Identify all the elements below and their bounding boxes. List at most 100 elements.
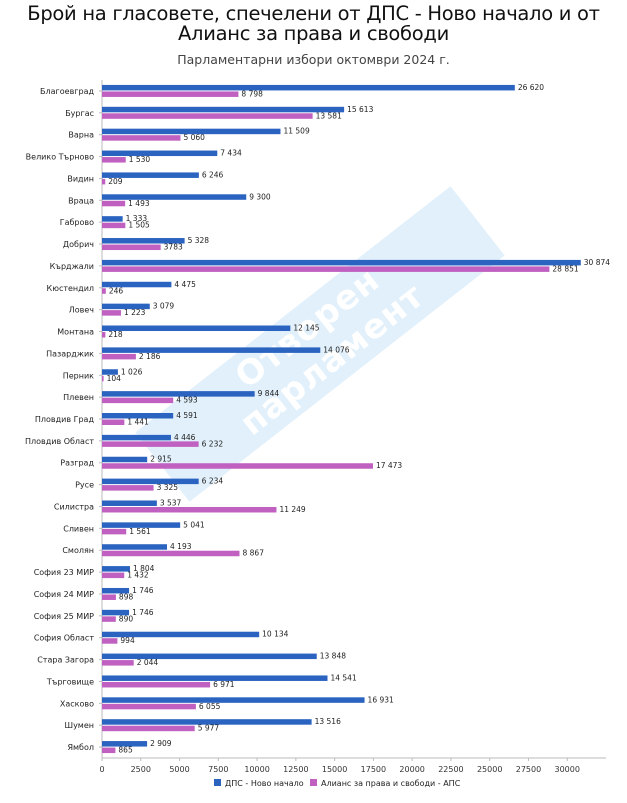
data-label-dps: 10 134: [262, 630, 288, 639]
category-label: Пловдив Област: [25, 437, 94, 446]
bar-aps: [102, 703, 196, 710]
bar-dps: [102, 413, 174, 419]
legend-label-dps: ДПС - Ново начало: [225, 779, 304, 788]
bar-aps: [102, 485, 154, 491]
bar-aps: [102, 113, 313, 119]
bar-dps: [102, 172, 199, 178]
category-label: Бургас: [65, 109, 94, 118]
data-label-dps: 9 844: [258, 389, 280, 398]
data-label-aps: 8 867: [243, 549, 265, 558]
category-label: София Област: [34, 634, 95, 643]
data-label-aps: 6 232: [202, 439, 224, 448]
bar-aps: [102, 441, 199, 447]
x-tick-label: 22500: [438, 765, 463, 774]
data-label-aps: 4 593: [176, 396, 198, 405]
category-label: Варна: [68, 131, 94, 140]
bar-dps: [102, 478, 199, 485]
data-label-dps: 4 475: [174, 280, 196, 289]
bar-dps: [102, 391, 255, 397]
bar-dps: [102, 653, 317, 660]
data-label-aps: 13 581: [316, 111, 342, 120]
bar-aps: [102, 178, 106, 185]
x-tick-label: 5000: [169, 765, 189, 774]
bar-dps: [102, 106, 345, 113]
data-label-aps: 1 441: [127, 418, 149, 427]
bar-aps: [102, 157, 126, 163]
bar-aps: [102, 375, 104, 382]
bar-dps: [102, 609, 130, 616]
data-label-dps: 4 591: [176, 411, 198, 420]
data-label-dps: 9 300: [249, 192, 271, 201]
category-label: Ловеч: [69, 306, 94, 315]
x-tick-label: 2500: [131, 765, 151, 774]
data-label-dps: 11 509: [283, 127, 309, 136]
x-tick-label: 17500: [361, 765, 386, 774]
data-label-dps: 4 446: [174, 433, 196, 442]
bar-aps: [102, 594, 116, 600]
category-label: Плевен: [63, 393, 94, 402]
category-label: Кюстендил: [47, 284, 94, 293]
data-label-dps: 13 848: [320, 652, 346, 661]
category-label: Русе: [75, 481, 94, 490]
bar-dps: [102, 128, 281, 135]
bar-aps: [102, 91, 239, 97]
bar-aps: [102, 266, 550, 272]
x-tick-label: 15000: [322, 765, 347, 774]
data-label-aps: 17 473: [376, 461, 402, 470]
data-label-aps: 994: [120, 636, 135, 645]
bar-dps: [102, 500, 157, 506]
bar-aps: [102, 353, 136, 360]
x-tick-label: 0: [99, 765, 104, 774]
chart-subtitle: Парламентарни избори октомври 2024 г.: [177, 52, 450, 67]
category-label: София 23 МИР: [34, 568, 94, 577]
data-label-dps: 15 613: [347, 105, 373, 114]
category-label: Шумен: [65, 721, 94, 730]
bar-aps: [102, 419, 125, 425]
bar-aps: [102, 660, 134, 666]
data-label-dps: 7 434: [220, 149, 242, 158]
category-label: Разград: [60, 459, 94, 468]
data-label-dps: 1 333: [126, 214, 148, 223]
data-label-dps: 5 041: [183, 520, 205, 529]
category-label: Пазарджик: [46, 349, 94, 358]
bar-dps: [102, 194, 247, 200]
data-label-aps: 1 561: [129, 527, 151, 536]
bar-dps: [102, 544, 168, 550]
category-label: София 25 МИР: [34, 612, 94, 621]
bar-dps: [102, 369, 118, 375]
x-tick-label: 25000: [477, 765, 502, 774]
bar-dps: [102, 697, 365, 703]
data-label-aps: 1 223: [124, 308, 146, 317]
data-label-aps: 5 977: [198, 724, 220, 733]
chart-title-line-2: Алианс за права и свободи: [178, 22, 449, 45]
bar-dps: [102, 84, 515, 91]
bar-dps: [102, 456, 148, 463]
data-label-dps: 30 874: [584, 258, 610, 267]
bar-dps: [102, 347, 321, 353]
bar-dps: [102, 719, 312, 725]
legend-label-aps: Алианс за права и свободи - АПС: [321, 779, 461, 788]
bar-dps: [102, 259, 581, 266]
bar-aps: [102, 616, 116, 622]
data-label-dps: 1 746: [132, 608, 154, 617]
data-label-dps: 5 328: [188, 236, 210, 245]
data-label-dps: 13 516: [315, 717, 341, 726]
bar-aps: [102, 310, 121, 316]
bar-dps: [102, 675, 328, 681]
data-label-aps: 104: [107, 374, 122, 383]
data-label-aps: 898: [119, 592, 134, 601]
data-label-aps: 11 249: [279, 505, 305, 514]
category-label: Враца: [68, 196, 94, 205]
category-label: Стара Загора: [37, 656, 94, 665]
data-label-aps: 6 055: [199, 702, 221, 711]
data-label-aps: 5 060: [183, 133, 205, 142]
category-label: Перник: [63, 371, 94, 380]
bar-aps: [102, 135, 181, 141]
bar-dps: [102, 325, 291, 332]
category-label: Добрич: [63, 240, 94, 249]
bar-dps: [102, 522, 181, 528]
data-label-aps: 2 186: [139, 352, 161, 361]
data-label-dps: 12 145: [293, 324, 319, 333]
bar-dps: [102, 281, 172, 288]
